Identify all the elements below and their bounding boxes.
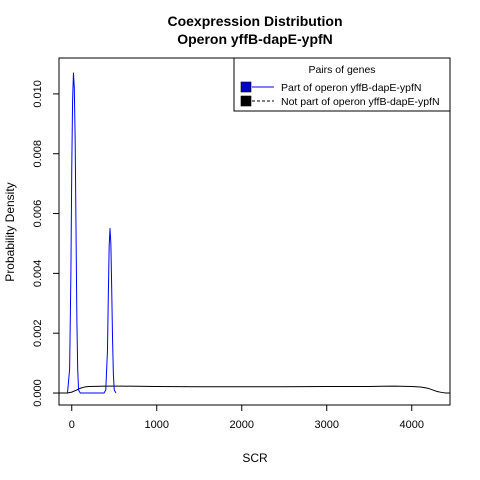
legend-label-0: Part of operon yffB-dapE-ypfN: [281, 82, 421, 94]
legend-title: Pairs of genes: [308, 64, 375, 76]
x-tick-label: 2000: [230, 419, 254, 431]
y-tick-label: 0.010: [32, 80, 44, 108]
series-line-1: [59, 385, 450, 394]
legend-swatch-0: [240, 81, 252, 93]
legend: Pairs of genes Part of operon yffB-dapE-…: [233, 57, 451, 112]
series-layer: [59, 72, 450, 394]
legend-items: Part of operon yffB-dapE-ypfN Not part of…: [240, 81, 440, 108]
y-tick-label: 0.008: [32, 140, 44, 168]
series-line-0: [67, 72, 117, 394]
y-tick-label: 0.002: [32, 319, 44, 347]
legend-label-1: Not part of operon yffB-dapE-ypfN: [281, 96, 440, 108]
x-tick-label: 4000: [400, 419, 424, 431]
x-axis: 0 1000 2000 3000 4000: [69, 405, 424, 431]
y-axis: 0.000 0.002 0.004 0.006 0.008 0.010: [32, 80, 59, 407]
x-axis-label: SCR: [242, 451, 268, 465]
x-tick-label: 3000: [315, 419, 339, 431]
chart-subtitle: Operon yffB-dapE-ypfN: [177, 31, 333, 47]
legend-box: [233, 57, 451, 112]
x-tick-label: 1000: [145, 419, 169, 431]
y-tick-label: 0.006: [32, 200, 44, 228]
legend-swatch-1: [240, 95, 252, 107]
chart-title: Coexpression Distribution: [167, 13, 342, 29]
x-tick-label: 0: [69, 419, 75, 431]
y-axis-label: Probability Density: [3, 182, 17, 281]
y-tick-label: 0.004: [32, 260, 44, 288]
y-tick-label: 0.000: [32, 379, 44, 407]
